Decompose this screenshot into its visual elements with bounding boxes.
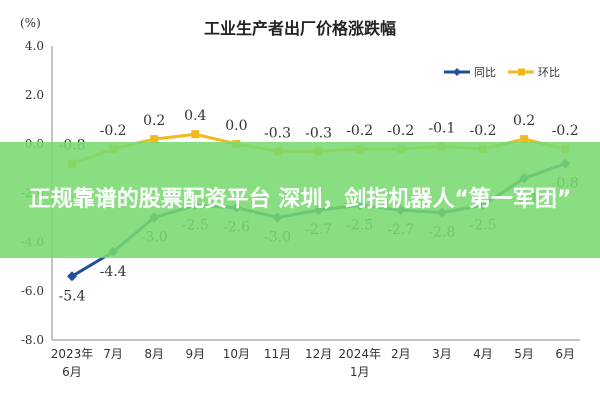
y-tick-label: 2.0: [25, 88, 44, 102]
promo-banner[interactable]: 正规靠谱的股票配资平台 深圳，剑指机器人“第一军团”: [0, 142, 600, 258]
legend-marker: [453, 68, 461, 76]
legend-label: 同比: [474, 66, 496, 79]
legend-marker: [518, 68, 525, 76]
x-tick-label: 4月: [473, 347, 493, 361]
x-tick-label: 2024年: [338, 347, 381, 361]
promo-banner-text: 正规靠谱的股票配资平台 深圳，剑指机器人“第一军团”: [28, 187, 572, 212]
x-tick-label: 9月: [185, 347, 205, 361]
x-tick-label: 2023年: [51, 347, 94, 361]
data-label: -0.2: [100, 123, 127, 139]
x-tick-label: 5月: [514, 347, 534, 361]
x-tick-label: 3月: [432, 347, 452, 361]
legend-label: 环比: [538, 66, 560, 79]
x-tick-label: 6月: [62, 365, 82, 379]
data-label: -0.2: [552, 123, 579, 139]
data-label: 0.0: [225, 118, 247, 134]
x-tick-label: 1月: [350, 365, 370, 379]
data-label: -0.3: [264, 125, 291, 141]
x-tick-label: 6月: [555, 347, 575, 361]
data-label: 0.2: [143, 113, 165, 129]
legend: 同比 环比: [444, 66, 560, 79]
y-tick-label: 4.0: [25, 39, 44, 53]
x-tick-labels: 2023年 6月 7月 8月 9月 10月 11月 12月 2024年 1月 2月 3月 4月 5月 6月: [51, 347, 575, 379]
data-label: -4.4: [100, 264, 127, 280]
series-point-1: [191, 130, 200, 139]
chart-title: 工业生产者出厂价格涨跌幅: [204, 19, 396, 38]
y-tick-label: -8.0: [21, 333, 44, 347]
x-tick-label: 7月: [103, 347, 123, 361]
data-label: -5.4: [59, 288, 86, 304]
x-tick-label: 12月: [305, 347, 332, 361]
y-tick-label: -6.0: [21, 284, 44, 298]
data-label: 0.2: [513, 113, 535, 129]
data-label: 0.4: [184, 108, 206, 124]
series-point-1: [150, 135, 159, 144]
data-label: -0.2: [387, 123, 414, 139]
data-label: -0.2: [346, 123, 373, 139]
data-label: -0.2: [470, 123, 497, 139]
x-tick-label: 11月: [264, 347, 291, 361]
x-tick-label: 8月: [144, 347, 164, 361]
data-label: -0.3: [305, 125, 332, 141]
data-label: -0.1: [428, 120, 455, 136]
series-point-1: [520, 135, 529, 144]
x-tick-label: 2月: [391, 347, 411, 361]
series-point-0: [67, 271, 77, 282]
x-tick-label: 10月: [223, 347, 250, 361]
y-unit-label: (%): [20, 16, 41, 30]
